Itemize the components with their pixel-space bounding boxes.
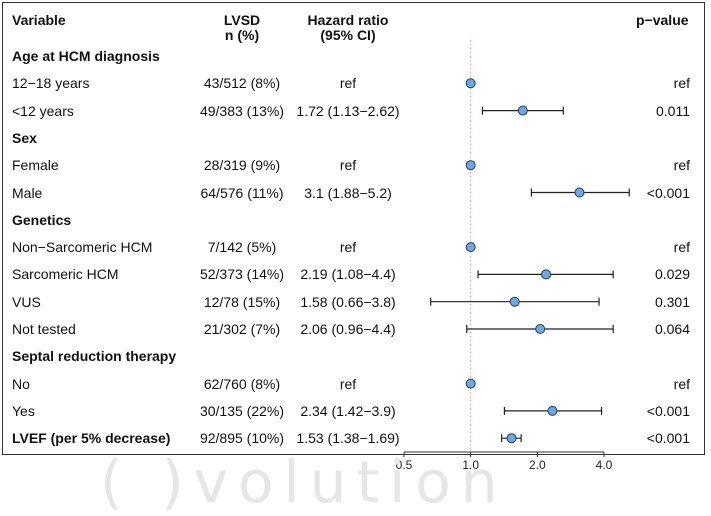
header-lvsd-line2: n (%) bbox=[224, 27, 260, 43]
p-value: 0.301 bbox=[654, 293, 690, 310]
x-tick-label: 2.0 bbox=[529, 458, 546, 472]
lvsd-count: 49/383 (13%) bbox=[199, 102, 285, 119]
p-value: <0.001 bbox=[646, 430, 690, 447]
header-hr-line1: Hazard ratio bbox=[307, 12, 389, 28]
lvsd-count: 12/78 (15%) bbox=[203, 293, 281, 310]
p-value: ref bbox=[673, 75, 690, 92]
p-value: 0.064 bbox=[654, 321, 690, 337]
row-label: Sarcomeric HCM bbox=[12, 266, 119, 283]
lvsd-count: 7/142 (5%) bbox=[207, 239, 277, 256]
hazard-ratio-ci: ref bbox=[339, 75, 357, 92]
row-label: <12 years bbox=[12, 102, 74, 119]
hazard-ratio-ci: ref bbox=[339, 157, 357, 174]
p-value: <0.001 bbox=[646, 184, 690, 201]
header-hr-line2: (95% CI) bbox=[320, 27, 376, 43]
row-label: VUS bbox=[12, 293, 41, 310]
point-estimate bbox=[465, 78, 476, 89]
x-tick-label: 1.0 bbox=[462, 458, 479, 472]
forest-plot-frame bbox=[2, 2, 705, 455]
row-label: LVEF (per 5% decrease) bbox=[12, 430, 171, 447]
p-value: ref bbox=[673, 375, 690, 392]
header-variable: Variable bbox=[12, 12, 66, 28]
lvsd-count: 43/512 (8%) bbox=[203, 75, 281, 92]
point-estimate bbox=[465, 242, 476, 253]
x-tick-label: 4.0 bbox=[596, 458, 613, 472]
forest-plot: 0.5 1.0 2.0 4.0 bbox=[396, 40, 630, 472]
lvsd-count: 30/135 (22%) bbox=[199, 402, 285, 419]
point-estimate bbox=[465, 378, 476, 389]
hazard-ratio-ci: ref bbox=[339, 375, 357, 392]
lvsd-count: 64/576 (11%) bbox=[200, 184, 284, 201]
row-label: Non−Sarcomeric HCM bbox=[12, 239, 153, 256]
point-estimate bbox=[517, 105, 528, 116]
hazard-ratio-ci: 1.53 (1.38−1.69) bbox=[296, 430, 400, 447]
p-value: <0.001 bbox=[646, 402, 690, 419]
x-tick-label: 0.5 bbox=[396, 458, 413, 472]
lvsd-count: 52/373 (14%) bbox=[199, 266, 285, 283]
section-label: Age at HCM diagnosis bbox=[12, 48, 160, 64]
lvsd-count: 92/895 (10%) bbox=[199, 430, 285, 447]
point-estimate bbox=[465, 160, 476, 171]
row-label: Yes bbox=[12, 402, 35, 419]
lvsd-count: 21/302 (7%) bbox=[203, 321, 281, 337]
point-estimate bbox=[535, 324, 546, 334]
row-label: No bbox=[12, 375, 30, 392]
lvsd-count: 62/760 (8%) bbox=[203, 375, 281, 392]
hazard-ratio-ci: 2.34 (1.42−3.9) bbox=[300, 402, 396, 419]
point-estimate bbox=[541, 269, 552, 280]
row-label: Female bbox=[12, 157, 59, 174]
section-label: Genetics bbox=[12, 211, 72, 228]
watermark: ( )volution bbox=[100, 448, 508, 516]
p-value: 0.029 bbox=[654, 266, 690, 283]
p-value: 0.011 bbox=[656, 102, 690, 119]
point-estimate bbox=[574, 187, 585, 198]
hazard-ratio-ci: 1.58 (0.66−3.8) bbox=[300, 293, 396, 310]
hazard-ratio-ci: 2.06 (0.96−4.4) bbox=[300, 321, 396, 337]
section-label: Sex bbox=[12, 129, 37, 146]
hazard-ratio-ci: 2.19 (1.08−4.4) bbox=[300, 266, 396, 283]
hazard-ratio-ci: 3.1 (1.88−5.2) bbox=[304, 184, 392, 201]
hazard-ratio-ci: ref bbox=[339, 239, 357, 256]
row-label: Male bbox=[12, 184, 43, 201]
row-label: Not tested bbox=[12, 321, 76, 337]
section-label: Septal reduction therapy bbox=[12, 348, 177, 365]
header-lvsd-line1: LVSD bbox=[223, 12, 261, 28]
point-estimate bbox=[509, 296, 520, 307]
hazard-ratio-ci: 1.72 (1.13−2.62) bbox=[296, 102, 400, 119]
row-label: 12−18 years bbox=[12, 75, 90, 92]
lvsd-count: 28/319 (9%) bbox=[203, 157, 281, 174]
point-estimate bbox=[506, 433, 517, 444]
p-value: ref bbox=[673, 239, 690, 256]
p-value: ref bbox=[673, 157, 690, 174]
header-pvalue: p−value bbox=[636, 12, 689, 28]
point-estimate bbox=[547, 405, 558, 416]
